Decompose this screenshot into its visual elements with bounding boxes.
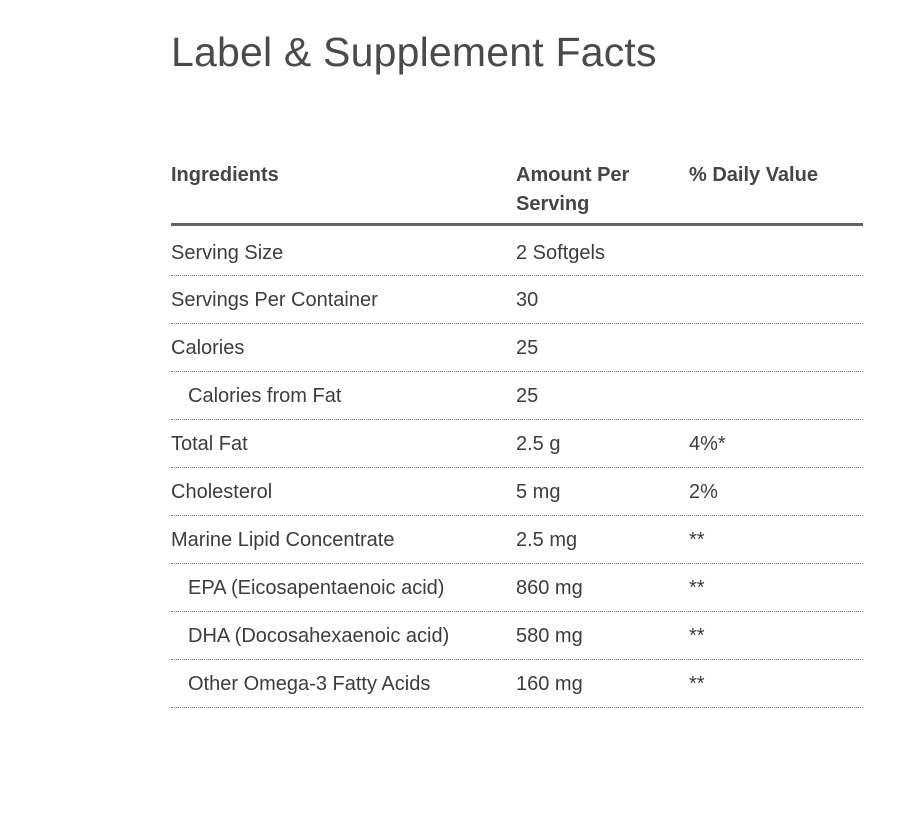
amount-cell: 25 bbox=[516, 337, 539, 359]
table-header-row: Ingredients Amount Per Serving % Daily V… bbox=[171, 160, 863, 226]
table-row: Calories from Fat 25 bbox=[171, 372, 863, 420]
amount-cell: 30 bbox=[516, 289, 539, 311]
ingredient-cell: Serving Size bbox=[171, 242, 284, 264]
ingredient-cell: Marine Lipid Concentrate bbox=[171, 529, 395, 551]
amount-cell: 2 Softgels bbox=[516, 242, 605, 264]
amount-cell: 25 bbox=[516, 385, 539, 407]
header-amount-line-2: Serving bbox=[516, 193, 590, 215]
amount-cell: 5 mg bbox=[516, 481, 561, 503]
daily-value-cell: 4%* bbox=[689, 433, 726, 455]
ingredient-cell: Servings Per Container bbox=[171, 289, 378, 311]
table-row: Other Omega-3 Fatty Acids 160 mg ** bbox=[171, 660, 863, 708]
table-row: EPA (Eicosapentaenoic acid) 860 mg ** bbox=[171, 564, 863, 612]
table-row: Cholesterol 5 mg 2% bbox=[171, 468, 863, 516]
table-row: Serving Size 2 Softgels bbox=[171, 226, 863, 276]
amount-cell: 860 mg bbox=[516, 577, 583, 599]
daily-value-cell: ** bbox=[689, 577, 705, 599]
amount-cell: 2.5 mg bbox=[516, 529, 578, 551]
header-amount-line-1: Amount Per bbox=[516, 164, 630, 186]
table-row: DHA (Docosahexaenoic acid) 580 mg ** bbox=[171, 612, 863, 660]
header-ingredients: Ingredients bbox=[171, 164, 279, 186]
amount-cell: 2.5 g bbox=[516, 433, 561, 455]
daily-value-cell: ** bbox=[689, 625, 705, 647]
ingredient-cell: Calories from Fat bbox=[188, 385, 342, 407]
ingredient-cell: EPA (Eicosapentaenoic acid) bbox=[188, 577, 445, 599]
table-row: Calories 25 bbox=[171, 324, 863, 372]
ingredient-cell: Calories bbox=[171, 337, 245, 359]
daily-value-cell: ** bbox=[689, 673, 705, 695]
ingredient-cell: Total Fat bbox=[171, 433, 248, 455]
table-row: Total Fat 2.5 g 4%* bbox=[171, 420, 863, 468]
table-row: Servings Per Container 30 bbox=[171, 276, 863, 324]
ingredient-cell: Other Omega-3 Fatty Acids bbox=[188, 673, 431, 695]
daily-value-cell: 2% bbox=[689, 481, 718, 503]
amount-cell: 580 mg bbox=[516, 625, 583, 647]
page-title: Label & Supplement Facts bbox=[171, 29, 657, 75]
table-row: Marine Lipid Concentrate 2.5 mg ** bbox=[171, 516, 863, 564]
supplement-facts-table: Ingredients Amount Per Serving % Daily V… bbox=[171, 160, 863, 708]
ingredient-cell: Cholesterol bbox=[171, 481, 273, 503]
amount-cell: 160 mg bbox=[516, 673, 583, 695]
header-amount-per-serving: Amount Per Serving bbox=[516, 160, 689, 223]
daily-value-cell: ** bbox=[689, 529, 705, 551]
header-daily-value: % Daily Value bbox=[689, 164, 818, 186]
ingredient-cell: DHA (Docosahexaenoic acid) bbox=[188, 625, 450, 647]
